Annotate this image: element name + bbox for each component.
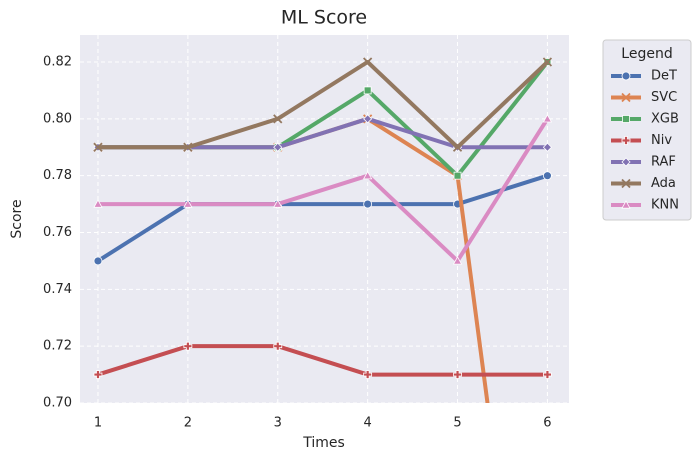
- y-tick-label: 0.72: [43, 339, 72, 354]
- marker: [273, 341, 283, 351]
- marker: [543, 171, 552, 181]
- x-tick-label: 6: [543, 416, 551, 431]
- x-tick-label: 2: [184, 416, 192, 431]
- legend-marker: [621, 157, 631, 167]
- marker: [363, 199, 373, 209]
- legend-label: RAF: [651, 155, 676, 170]
- marker: [362, 170, 373, 180]
- legend-label: SVC: [651, 90, 677, 105]
- marker: [452, 142, 463, 152]
- marker: [93, 142, 103, 152]
- marker: [542, 142, 552, 152]
- x-tick-label: 3: [274, 416, 282, 431]
- y-tick-label: 0.78: [43, 168, 72, 183]
- marker: [542, 57, 553, 67]
- marker: [363, 114, 373, 124]
- legend-label: XGB: [651, 112, 679, 127]
- legend-label: Ada: [651, 176, 676, 191]
- x-tick-label: 1: [94, 416, 102, 431]
- marker: [93, 256, 103, 266]
- legend-label: DeT: [651, 69, 677, 84]
- y-tick-label: 0.80: [43, 111, 72, 126]
- legend-marker: [621, 92, 631, 103]
- line: [96, 173, 549, 263]
- y-tick-label: 0.74: [43, 282, 72, 297]
- marker: [363, 370, 373, 379]
- marker: [453, 370, 462, 379]
- marker: [363, 86, 372, 95]
- x-axis-label: Times: [302, 435, 345, 451]
- legend-box: [602, 39, 692, 221]
- series-group: [93, 57, 553, 403]
- y-tick-label: 0.70: [43, 396, 72, 411]
- marker: [273, 114, 283, 124]
- marker: [183, 142, 193, 152]
- marker: [273, 142, 283, 152]
- y-tick-label: 0.82: [43, 54, 72, 69]
- marker: [542, 114, 553, 123]
- legend-label: KNN: [651, 198, 679, 213]
- x-tick-label: 5: [453, 416, 461, 431]
- legend-marker: [622, 115, 630, 123]
- y-tick-label: 0.76: [43, 225, 72, 240]
- marker: [452, 256, 463, 265]
- legend-label: Niv: [651, 133, 672, 148]
- line: [97, 59, 549, 150]
- legend-marker: [621, 71, 631, 81]
- legend-marker: [621, 136, 631, 145]
- marker: [363, 57, 373, 67]
- marker: [93, 199, 103, 208]
- legend-marker: [621, 200, 631, 209]
- chart-title: ML Score: [281, 7, 367, 29]
- marker: [183, 341, 193, 351]
- x-tick-label: 4: [364, 416, 372, 431]
- marker: [453, 171, 462, 180]
- legend-marker: [621, 178, 631, 189]
- marker: [93, 370, 103, 379]
- legend-title: Legend: [621, 46, 672, 62]
- marker: [273, 199, 283, 208]
- marker: [183, 199, 193, 208]
- y-axis-label: Score: [9, 199, 25, 238]
- marker: [543, 370, 552, 379]
- line: [97, 344, 548, 377]
- line: [97, 117, 550, 263]
